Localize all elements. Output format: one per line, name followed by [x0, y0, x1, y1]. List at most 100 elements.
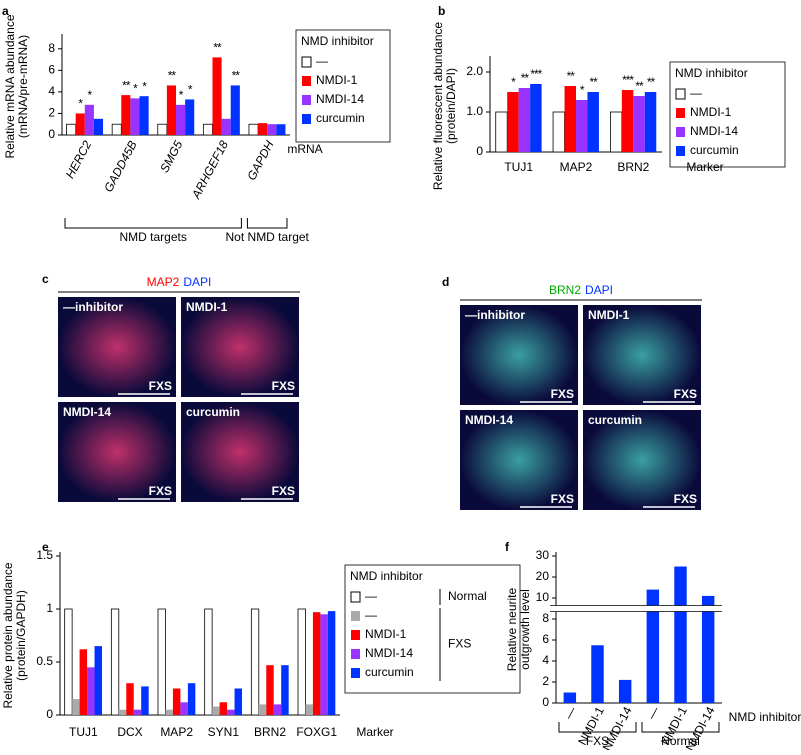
- y-tick-label: 0.5: [36, 654, 53, 668]
- y-tick-label: 0: [542, 695, 549, 709]
- significance-label: *: [142, 79, 147, 93]
- legend-swatch: [350, 591, 361, 603]
- tile-tag: FXS: [149, 379, 172, 393]
- x-tick-label: —: [561, 704, 579, 721]
- bar: [587, 92, 599, 152]
- significance-label: **: [647, 75, 656, 89]
- legend-label: curcumin: [690, 143, 739, 157]
- legend-label: —: [316, 54, 328, 68]
- legend-label: —: [365, 608, 377, 622]
- legend-group-label: Normal: [448, 589, 487, 603]
- legend-label: —: [690, 86, 702, 100]
- bar: [530, 84, 542, 152]
- group-bracket: [641, 722, 720, 733]
- stain-name: MAP2: [147, 275, 180, 289]
- bar: [110, 608, 120, 716]
- bar: [72, 699, 80, 715]
- y-tick-label: 8: [542, 611, 549, 625]
- significance-label: *: [78, 97, 83, 111]
- x-tick-label: DCX: [117, 725, 142, 739]
- bar: [180, 702, 188, 715]
- bar: [75, 113, 85, 135]
- stain-name: DAPI: [585, 283, 613, 297]
- legend-swatch: [676, 108, 685, 118]
- legend-label: curcumin: [316, 111, 365, 125]
- y-axis-label: (protein/DAPI): [444, 68, 458, 144]
- legend-label: NMDI-14: [365, 646, 413, 660]
- bar: [166, 85, 176, 135]
- bar: [276, 124, 286, 135]
- legend-label: curcumin: [365, 665, 414, 679]
- legend-swatch: [675, 88, 686, 100]
- significance-label: *: [580, 83, 585, 97]
- y-tick-label: 10: [536, 590, 550, 604]
- bar: [507, 92, 519, 152]
- x-tick-label: MAP2: [160, 725, 193, 739]
- legend-swatch: [351, 611, 360, 621]
- tile-tag: FXS: [674, 492, 697, 506]
- y-axis-label: Relative fluorescent abundance: [431, 22, 445, 190]
- legend-label: NMDI-1: [316, 73, 358, 87]
- x-tick-label: MAP2: [560, 160, 593, 174]
- legend-swatch: [302, 114, 311, 124]
- bar: [212, 57, 222, 135]
- y-tick-label: 2.0: [466, 64, 483, 78]
- significance-label: *: [88, 88, 93, 102]
- x-tick-label: GAPDH: [244, 138, 277, 183]
- bar: [202, 123, 213, 136]
- bar: [250, 608, 260, 716]
- legend-group-label: FXS: [448, 637, 471, 651]
- panel-letter: e: [42, 540, 49, 554]
- y-tick-label: 8: [48, 41, 55, 55]
- bar: [165, 709, 173, 715]
- bar: [633, 96, 645, 152]
- bar: [320, 614, 328, 715]
- bar: [495, 111, 508, 153]
- bar: [312, 612, 321, 715]
- tile-tag: FXS: [551, 492, 574, 506]
- bar: [126, 683, 134, 715]
- significance-label: *: [188, 83, 193, 97]
- tile-label: curcumin: [186, 405, 240, 419]
- tile-tag: FXS: [272, 484, 295, 498]
- y-tick-label: 2: [542, 674, 549, 688]
- x-tick-label: ARHGEF18: [188, 138, 231, 202]
- y-axis-label: (protein/GAPDH): [14, 590, 28, 681]
- micrograph: [58, 297, 176, 397]
- panel-letter: a: [2, 4, 9, 18]
- bar: [267, 124, 277, 135]
- bar: [133, 709, 142, 715]
- x-tick-label: SMG5: [157, 138, 185, 175]
- significance-label: *: [133, 82, 138, 96]
- significance-label: *: [511, 75, 516, 89]
- y-tick-label: 1.0: [466, 104, 483, 118]
- micrograph: [460, 410, 578, 510]
- bar: [248, 123, 259, 136]
- y-tick-label: 4: [542, 653, 549, 667]
- bar: [305, 704, 313, 715]
- tile-tag: FXS: [272, 379, 295, 393]
- group-label: FXS: [586, 734, 609, 748]
- panel-letter: d: [442, 275, 449, 289]
- bar: [157, 123, 168, 136]
- group-label: Normal: [661, 734, 700, 748]
- micrograph: [460, 305, 578, 405]
- legend-box: [295, 29, 391, 143]
- y-tick-label: 6: [542, 632, 549, 646]
- x-tick-label: BRN2: [617, 160, 649, 174]
- tile-label: NMDI-14: [465, 413, 513, 427]
- legend-box: [344, 564, 521, 694]
- micrograph: [583, 410, 701, 510]
- significance-label: *: [179, 88, 184, 102]
- stain-name: DAPI: [183, 275, 211, 289]
- micrograph: [181, 402, 299, 502]
- bar: [219, 702, 228, 715]
- legend-title: NMD inhibitor: [350, 569, 423, 583]
- bar: [221, 118, 231, 135]
- axis-break: [550, 605, 722, 612]
- group-bracket: [558, 722, 637, 733]
- micrograph: [181, 297, 299, 397]
- y-tick-label: 30: [536, 548, 550, 562]
- y-tick-label: 1: [46, 601, 53, 615]
- bar: [674, 566, 687, 703]
